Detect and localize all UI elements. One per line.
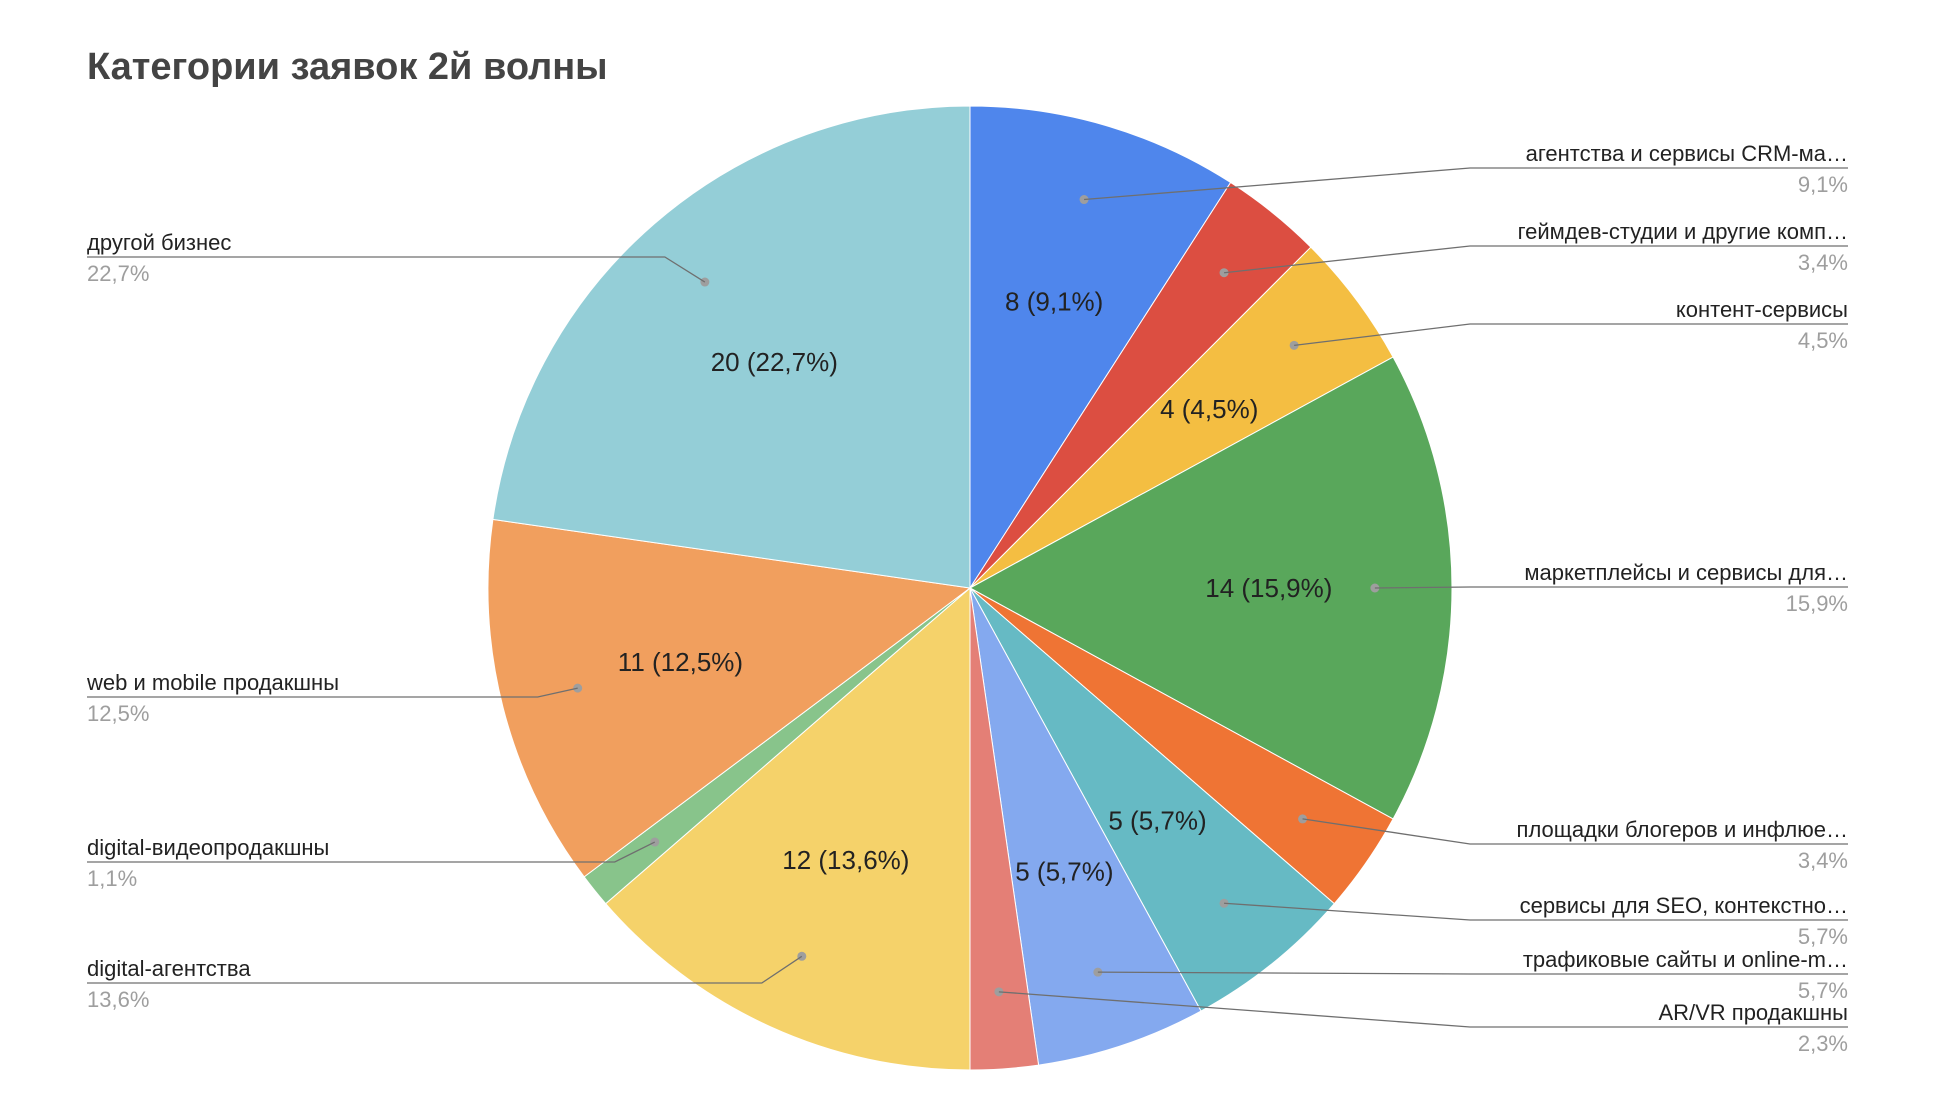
- leader-line: [1097, 971, 1848, 975]
- legend-entry-percent: 22,7%: [87, 261, 149, 286]
- legend-entry-percent: 4,5%: [1798, 328, 1848, 353]
- chart-title: Категории заявок 2й волны: [87, 46, 608, 88]
- slice-value-label: 12 (13,6%): [782, 845, 909, 875]
- pie-slice: [969, 587, 1202, 1066]
- legend-entry-name: web и mobile продакшны: [86, 670, 339, 695]
- pie-slice: [605, 586, 971, 1071]
- leader-line: [1302, 818, 1848, 845]
- slice-value-label: 5 (5,7%): [1015, 857, 1113, 887]
- legend-entry-name: digital-видеопродакшны: [87, 835, 329, 860]
- pie-slice: [487, 518, 972, 878]
- legend-entry-percent: 3,4%: [1798, 848, 1848, 873]
- leader-line: [87, 955, 803, 984]
- slice-value-label: 11 (12,5%): [618, 647, 743, 677]
- slice-value-label: 14 (15,9%): [1205, 573, 1332, 603]
- leader-line: [1084, 167, 1848, 201]
- slice-value-label: 5 (5,7%): [1108, 806, 1206, 836]
- legend-entry-percent: 3,4%: [1798, 250, 1848, 275]
- legend-entry-percent: 15,9%: [1786, 591, 1848, 616]
- pie-slice: [969, 105, 1232, 590]
- pie-legend: агентства и сервисы CRM-ма… 9,1% геймдев-с…: [86, 141, 1848, 1056]
- leader-line: [1374, 586, 1848, 589]
- legend-entry-name: digital-агентства: [87, 956, 251, 981]
- slice-labels: 8 (9,1%) 4 (4,5%) 14 (15,9%) 5 (5,7%) 5 (5,7…: [618, 286, 1333, 886]
- leader-line: [87, 841, 656, 863]
- slice-value-label: 20 (22,7%): [711, 347, 838, 377]
- pie-slice: [969, 587, 1335, 1012]
- legend-entry-percent: 5,7%: [1798, 978, 1848, 1003]
- leader-line: [1294, 323, 1848, 347]
- leader-line: [1224, 902, 1848, 921]
- legend-entry-name: геймдев-студии и другие комп…: [1518, 219, 1848, 244]
- legend-entry-percent: 5,7%: [1798, 924, 1848, 949]
- pie-slice: [492, 105, 971, 589]
- pie-slice: [968, 356, 1453, 820]
- legend-entry-percent: 12,5%: [87, 701, 149, 726]
- leader-line: [87, 256, 706, 283]
- legend-entry-name: трафиковые сайты и online-m…: [1523, 947, 1848, 972]
- slice-value-label: 8 (9,1%): [1005, 286, 1103, 316]
- legend-entry-name: агентства и сервисы CRM-ма…: [1526, 141, 1848, 166]
- slice-value-label: 4 (4,5%): [1160, 394, 1258, 424]
- legend-entry-percent: 13,6%: [87, 987, 149, 1012]
- pie-slices: [487, 105, 1453, 1071]
- leader-line: [87, 687, 578, 698]
- legend-entry-name: маркетплейсы и сервисы для…: [1524, 560, 1848, 585]
- legend-entry-percent: 2,3%: [1798, 1031, 1848, 1056]
- legend-entry-name: сервисы для SEO, контекстно…: [1520, 893, 1848, 918]
- legend-entry-name: контент-сервисы: [1676, 297, 1848, 322]
- leader-line: [1223, 245, 1848, 274]
- legend-entry-percent: 1,1%: [87, 866, 137, 891]
- legend-entry-name: другой бизнес: [87, 230, 231, 255]
- legend-entry-name: площадки блогеров и инфлюе…: [1517, 817, 1848, 842]
- legend-entry-name: AR/VR продакшны: [1658, 1000, 1848, 1025]
- leader-line: [998, 991, 1848, 1028]
- legend-entry-percent: 9,1%: [1798, 172, 1848, 197]
